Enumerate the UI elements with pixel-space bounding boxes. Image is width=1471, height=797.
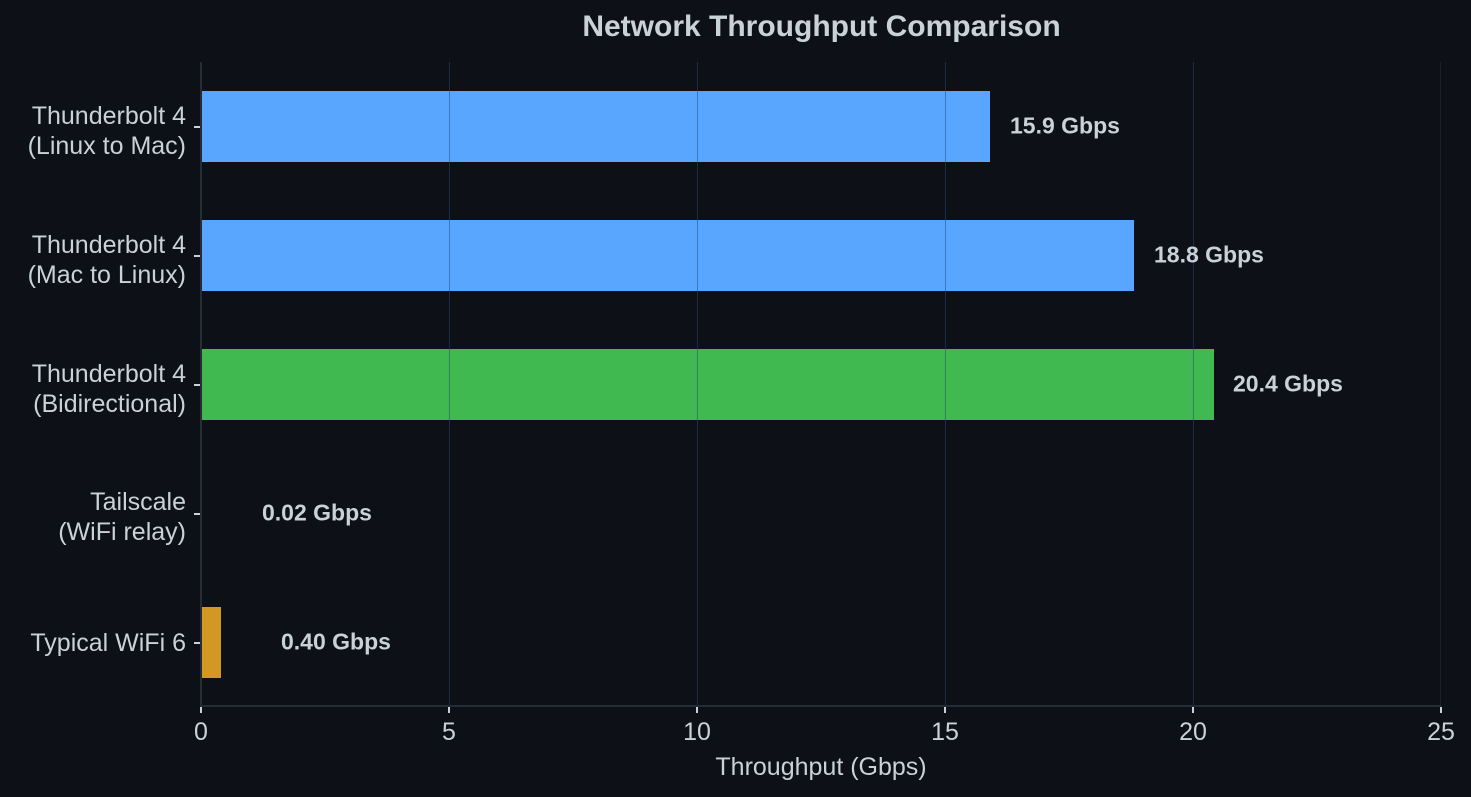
y-label-line1: Thunderbolt 4 [31,231,186,259]
bar-tb4-mac-to-linux [201,220,1134,291]
y-tick-0 [194,126,200,128]
x-tick-label-0: 0 [194,718,208,746]
x-axis-spine [200,705,1441,707]
y-label-line1: Thunderbolt 4 [31,360,186,388]
value-label-typical-wifi6: 0.40 Gbps [281,628,391,655]
plot-area: 15.9 Gbps 18.8 Gbps 20.4 Gbps 0.02 Gbps … [200,62,1441,707]
chart-title: Network Throughput Comparison [582,10,1061,43]
y-label-tb4-mac-to-linux: Thunderbolt 4 (Mac to Linux) [28,230,186,290]
x-tick-20 [1192,707,1194,713]
x-axis-label: Throughput (Gbps) [715,753,927,781]
gridline-over-15 [945,62,946,706]
value-label-tb4-mac-to-linux: 18.8 Gbps [1154,241,1264,268]
y-tick-2 [194,384,200,386]
y-label-line2: (WiFi relay) [58,518,186,546]
x-tick-label-25: 25 [1427,718,1455,746]
y-label-tb4-linux-to-mac: Thunderbolt 4 (Linux to Mac) [28,101,186,161]
y-axis-spine [200,62,202,706]
bar-typical-wifi6 [201,607,221,678]
bar-tb4-linux-to-mac [201,91,990,162]
y-label-line1: Thunderbolt 4 [31,102,186,130]
x-tick-10 [696,707,698,713]
y-label-line1: Typical WiFi 6 [30,629,186,657]
value-label-tb4-linux-to-mac: 15.9 Gbps [1010,112,1120,139]
y-label-line2: (Bidirectional) [33,390,186,418]
x-tick-25 [1440,707,1442,713]
gridline-over-5 [449,62,450,706]
y-label-tailscale: Tailscale (WiFi relay) [58,487,186,547]
y-label-line2: (Linux to Mac) [27,132,186,160]
gridline-over-10 [697,62,698,706]
y-tick-1 [194,255,200,257]
bar-tb4-bidirectional [201,349,1214,420]
value-label-tb4-bidirectional: 20.4 Gbps [1233,370,1343,397]
y-tick-4 [194,642,200,644]
x-tick-label-20: 20 [1179,718,1207,746]
gridline-over-20 [1193,62,1194,706]
x-tick-label-10: 10 [683,718,711,746]
y-label-tb4-bidirectional: Thunderbolt 4 (Bidirectional) [32,359,186,419]
y-label-line1: Tailscale [90,488,186,516]
x-tick-5 [448,707,450,713]
gridline-25 [1440,62,1441,706]
y-tick-3 [194,513,200,515]
x-tick-label-5: 5 [442,718,456,746]
value-label-tailscale: 0.02 Gbps [262,499,372,526]
y-label-line2: (Mac to Linux) [27,261,186,289]
x-tick-15 [944,707,946,713]
x-tick-label-15: 15 [931,718,959,746]
y-label-typical-wifi6: Typical WiFi 6 [30,628,186,658]
x-tick-0 [200,707,202,713]
